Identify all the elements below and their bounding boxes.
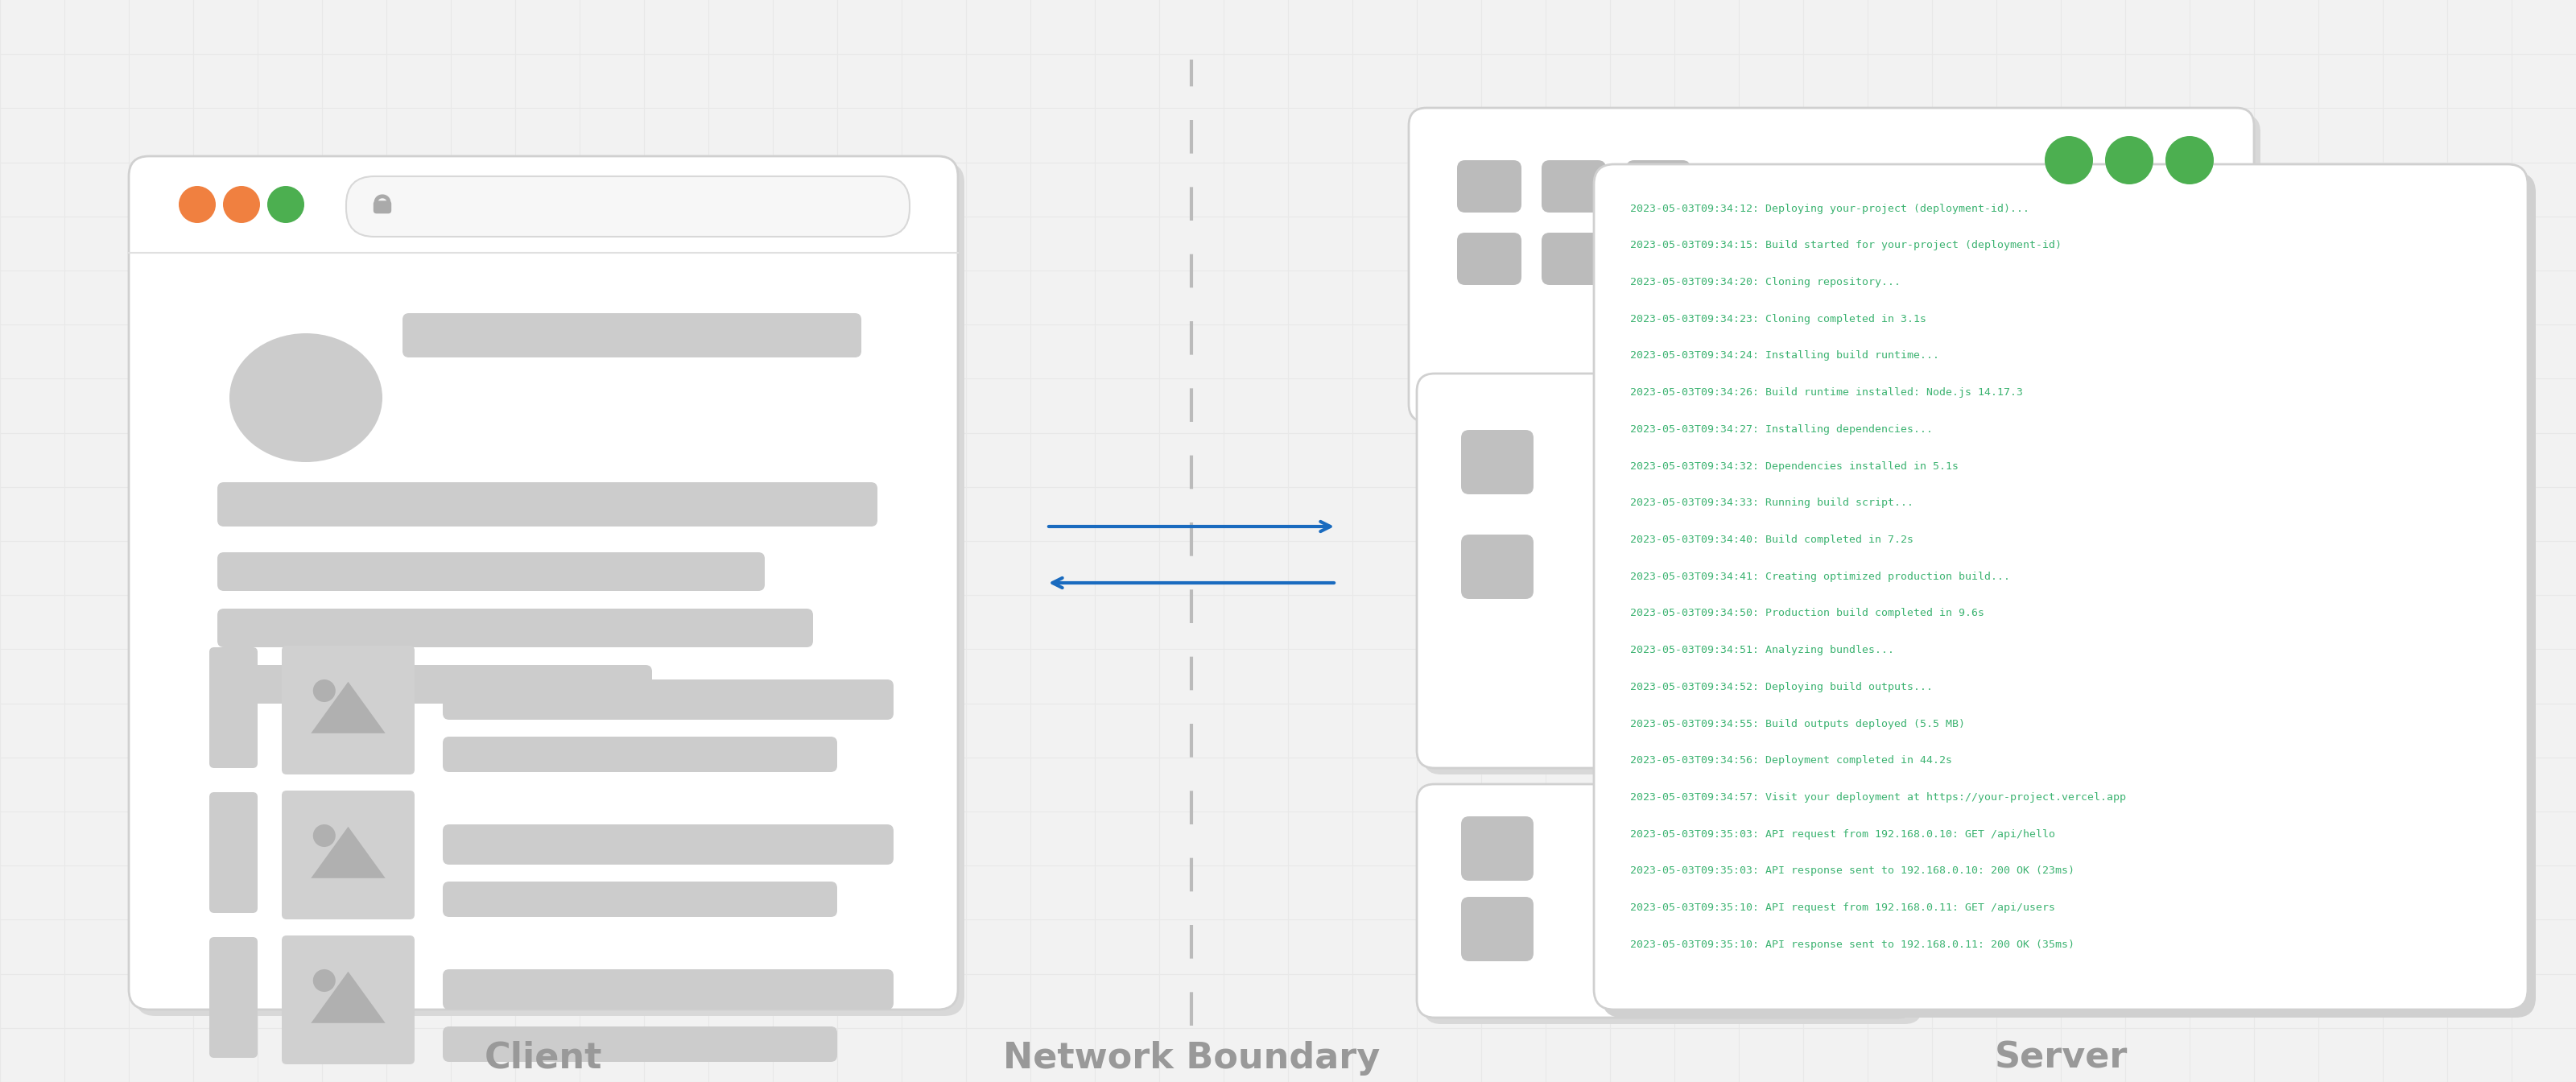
FancyBboxPatch shape: [1458, 160, 1522, 212]
Text: 2023-05-03T09:34:55: Build outputs deployed (5.5 MB): 2023-05-03T09:34:55: Build outputs deplo…: [1631, 718, 1965, 729]
FancyBboxPatch shape: [1409, 108, 2254, 422]
Polygon shape: [312, 972, 386, 1024]
Circle shape: [312, 969, 335, 992]
Circle shape: [224, 186, 260, 223]
FancyBboxPatch shape: [1461, 535, 1533, 599]
FancyBboxPatch shape: [1414, 115, 2262, 428]
Circle shape: [2045, 136, 2092, 184]
Text: Network Boundary: Network Boundary: [1002, 1041, 1381, 1076]
FancyBboxPatch shape: [443, 824, 894, 865]
FancyBboxPatch shape: [1422, 791, 1922, 1024]
Circle shape: [268, 186, 304, 223]
Text: 2023-05-03T09:34:26: Build runtime installed: Node.js 14.17.3: 2023-05-03T09:34:26: Build runtime insta…: [1631, 387, 2022, 398]
Text: 2023-05-03T09:35:10: API response sent to 192.168.0.11: 200 OK (35ms): 2023-05-03T09:35:10: API response sent t…: [1631, 939, 2074, 950]
Text: 2023-05-03T09:34:50: Production build completed in 9.6s: 2023-05-03T09:34:50: Production build co…: [1631, 608, 1984, 619]
FancyBboxPatch shape: [443, 882, 837, 916]
FancyBboxPatch shape: [1417, 373, 1917, 768]
FancyBboxPatch shape: [209, 937, 258, 1058]
Polygon shape: [312, 682, 386, 734]
FancyBboxPatch shape: [216, 483, 878, 527]
FancyBboxPatch shape: [1625, 160, 1690, 212]
Text: 2023-05-03T09:34:12: Deploying your-project (deployment-id)...: 2023-05-03T09:34:12: Deploying your-proj…: [1631, 203, 2030, 214]
Text: 2023-05-03T09:34:15: Build started for your-project (deployment-id): 2023-05-03T09:34:15: Build started for y…: [1631, 240, 2061, 251]
FancyBboxPatch shape: [216, 608, 814, 647]
Text: 2023-05-03T09:34:23: Cloning completed in 3.1s: 2023-05-03T09:34:23: Cloning completed i…: [1631, 314, 1927, 325]
FancyBboxPatch shape: [1417, 784, 1917, 1017]
Text: 2023-05-03T09:34:41: Creating optimized production build...: 2023-05-03T09:34:41: Creating optimized …: [1631, 571, 2009, 582]
Text: 2023-05-03T09:34:57: Visit your deployment at https://your-project.vercel.app: 2023-05-03T09:34:57: Visit your deployme…: [1631, 792, 2125, 803]
FancyBboxPatch shape: [1602, 172, 2535, 1017]
Polygon shape: [312, 827, 386, 879]
FancyBboxPatch shape: [209, 792, 258, 913]
Circle shape: [312, 824, 335, 847]
Text: Client: Client: [484, 1041, 603, 1076]
FancyBboxPatch shape: [1461, 816, 1533, 881]
Text: 2023-05-03T09:35:03: API response sent to 192.168.0.10: 200 OK (23ms): 2023-05-03T09:35:03: API response sent t…: [1631, 866, 2074, 876]
FancyBboxPatch shape: [443, 679, 894, 720]
Text: 2023-05-03T09:34:27: Installing dependencies...: 2023-05-03T09:34:27: Installing dependen…: [1631, 424, 1932, 435]
Text: 2023-05-03T09:34:20: Cloning repository...: 2023-05-03T09:34:20: Cloning repository.…: [1631, 277, 1901, 288]
Circle shape: [312, 679, 335, 702]
FancyBboxPatch shape: [402, 313, 860, 357]
FancyBboxPatch shape: [281, 646, 415, 775]
FancyBboxPatch shape: [281, 791, 415, 920]
FancyBboxPatch shape: [1422, 380, 1922, 775]
Text: 2023-05-03T09:35:03: API request from 192.168.0.10: GET /api/hello: 2023-05-03T09:35:03: API request from 19…: [1631, 829, 2056, 840]
FancyBboxPatch shape: [1625, 233, 1690, 285]
Text: 2023-05-03T09:34:24: Installing build runtime...: 2023-05-03T09:34:24: Installing build ru…: [1631, 351, 1940, 361]
FancyBboxPatch shape: [281, 936, 415, 1065]
Text: 2023-05-03T09:34:40: Build completed in 7.2s: 2023-05-03T09:34:40: Build completed in …: [1631, 535, 1914, 545]
Text: 2023-05-03T09:34:56: Deployment completed in 44.2s: 2023-05-03T09:34:56: Deployment complete…: [1631, 755, 1953, 766]
Ellipse shape: [229, 333, 381, 462]
FancyBboxPatch shape: [443, 737, 837, 773]
Text: 2023-05-03T09:35:10: API request from 192.168.0.11: GET /api/users: 2023-05-03T09:35:10: API request from 19…: [1631, 902, 2056, 913]
FancyBboxPatch shape: [1461, 430, 1533, 494]
FancyBboxPatch shape: [1595, 164, 2527, 1010]
FancyBboxPatch shape: [443, 1027, 837, 1061]
FancyBboxPatch shape: [1458, 233, 1522, 285]
FancyBboxPatch shape: [216, 552, 765, 591]
Text: 2023-05-03T09:34:33: Running build script...: 2023-05-03T09:34:33: Running build scrip…: [1631, 498, 1914, 509]
Circle shape: [2105, 136, 2154, 184]
FancyBboxPatch shape: [1461, 897, 1533, 961]
FancyBboxPatch shape: [134, 162, 963, 1016]
FancyBboxPatch shape: [443, 969, 894, 1010]
FancyBboxPatch shape: [209, 647, 258, 768]
Circle shape: [2166, 136, 2213, 184]
Text: 2023-05-03T09:34:51: Analyzing bundles...: 2023-05-03T09:34:51: Analyzing bundles..…: [1631, 645, 1893, 656]
FancyBboxPatch shape: [1540, 160, 1605, 212]
Circle shape: [178, 186, 216, 223]
FancyBboxPatch shape: [374, 200, 392, 213]
FancyBboxPatch shape: [1540, 233, 1605, 285]
FancyBboxPatch shape: [129, 156, 958, 1010]
Text: 2023-05-03T09:34:52: Deploying build outputs...: 2023-05-03T09:34:52: Deploying build out…: [1631, 682, 1932, 692]
Text: 2023-05-03T09:34:32: Dependencies installed in 5.1s: 2023-05-03T09:34:32: Dependencies instal…: [1631, 461, 1958, 472]
FancyBboxPatch shape: [345, 176, 909, 237]
FancyBboxPatch shape: [216, 665, 652, 703]
Text: Server: Server: [1994, 1041, 2128, 1076]
